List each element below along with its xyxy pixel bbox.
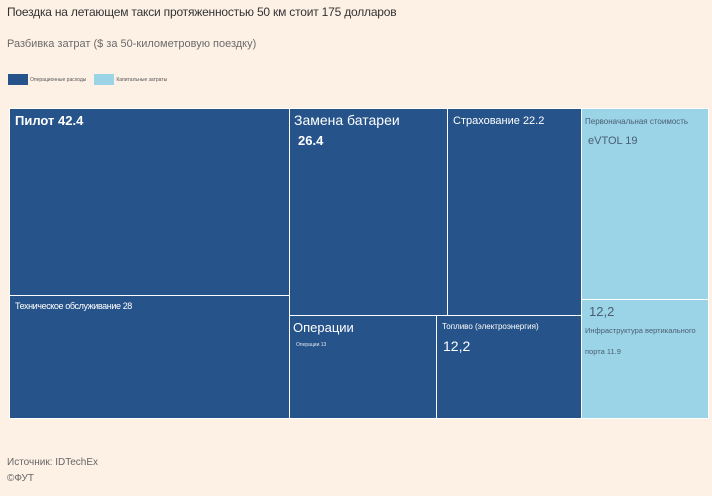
tile-evtol-label: Первоначальная стоимость [585, 117, 689, 126]
tile-insurance: Страхование 22.2 [447, 108, 582, 316]
tile-operations-label: Операции [293, 320, 354, 335]
tile-evtol: Первоначальная стоимость eVTOL 19 [581, 108, 709, 300]
tile-vertiport-value: 12,2 [589, 304, 615, 319]
tile-vertiport-label-2: порта 11.9 [585, 347, 621, 356]
legend-label-operating: Операционные расходы [30, 76, 87, 83]
tile-battery-value: 26.4 [298, 133, 324, 148]
tile-fuel-value: 12,2 [443, 338, 471, 354]
tile-vertiport: 12,2 Инфраструктура вертикального порта … [581, 299, 709, 419]
legend-label-capital: Капитальные затраты [116, 76, 168, 83]
tile-operations: Операции Операции 13 [289, 315, 437, 419]
legend: Операционные расходы Капитальные затраты [8, 74, 171, 85]
tile-maintenance: Техническое обслуживание 28 [9, 295, 290, 419]
tile-battery-label: Замена батареи [294, 112, 400, 128]
treemap: Пилот 42.4 Техническое обслуживание 28 З… [9, 108, 709, 419]
tile-operations-value: Операции 13 [296, 342, 327, 348]
legend-item-capital: Капитальные затраты [94, 74, 167, 85]
chart-title: Поездка на летающем такси протяженностью… [7, 5, 397, 19]
legend-item-operating: Операционные расходы [8, 74, 86, 85]
tile-maintenance-label: Техническое обслуживание 28 [15, 301, 132, 311]
tile-pilot-label: Пилот 42.4 [15, 113, 84, 128]
source-note: Источник: IDTechEx [7, 457, 99, 468]
tile-vertiport-label: Инфраструктура вертикального [585, 326, 696, 335]
tile-pilot: Пилот 42.4 [9, 108, 290, 296]
tile-fuel-label: Топливо (электроэнергия) [442, 322, 539, 331]
credit-note: ©ФУТ [7, 473, 34, 484]
legend-swatch-operating [8, 74, 28, 85]
tile-battery: Замена батареи 26.4 [289, 108, 448, 316]
legend-swatch-capital [94, 74, 115, 85]
chart-subtitle: Разбивка затрат ($ за 50-километровую по… [7, 38, 257, 50]
tile-insurance-label: Страхование 22.2 [453, 115, 545, 127]
tile-fuel: Топливо (электроэнергия) 12,2 [436, 315, 582, 419]
tile-evtol-value: eVTOL 19 [588, 135, 638, 147]
